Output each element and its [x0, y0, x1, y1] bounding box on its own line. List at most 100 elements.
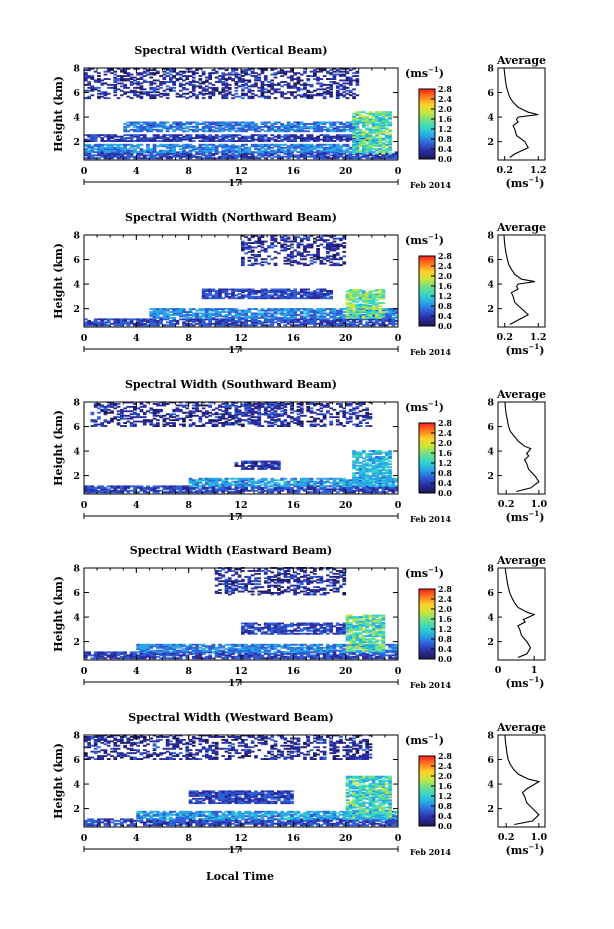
heatmap-cell [146, 486, 150, 489]
heatmap-cell [244, 248, 248, 250]
heatmap-cell [201, 135, 206, 138]
heatmap-cell [293, 154, 297, 157]
heatmap-cell [290, 146, 294, 149]
heatmap-cell [283, 138, 288, 141]
heatmap-cell [381, 297, 386, 300]
heatmap-cell [348, 303, 353, 306]
heatmap-cell [162, 488, 167, 491]
heatmap-cell [316, 135, 320, 138]
heatmap-cell [120, 78, 124, 80]
heatmap-cell [362, 485, 366, 488]
heatmap-cell [348, 82, 353, 85]
heatmap-cell [388, 322, 392, 325]
heatmap-cell [316, 485, 320, 488]
heatmap-cell [159, 311, 163, 313]
heatmap-cell [129, 321, 134, 324]
heatmap-cell [303, 234, 307, 237]
heatmap-cell [306, 309, 311, 312]
heatmap-cell [110, 489, 114, 492]
heatmap-cell [263, 152, 268, 155]
heatmap-cell [332, 240, 337, 243]
heatmap-cell [152, 315, 157, 318]
heatmap-cell [139, 319, 144, 322]
heatmap-cell [231, 315, 235, 318]
profile-line [503, 234, 535, 325]
heatmap-cell [293, 255, 297, 258]
heatmap-cell [244, 128, 248, 131]
heatmap-cell [348, 293, 353, 296]
heatmap-cell [241, 135, 245, 138]
heatmap-cell [172, 318, 176, 321]
panel-2: Spectral Width (Northward Beam)0 4 8 12 16 20… [52, 211, 547, 357]
heatmap-cell [198, 488, 203, 491]
heatmap-cell [182, 309, 186, 312]
heatmap-cell [352, 314, 356, 316]
heatmap-cell [152, 91, 157, 94]
heatmap-cell [348, 83, 353, 86]
heatmap-cell [254, 72, 258, 75]
heatmap-cell [208, 292, 212, 295]
heatmap-cell [165, 121, 170, 124]
heatmap-cell [283, 127, 288, 130]
heatmap-cell [267, 318, 271, 321]
heatmap-cell [358, 111, 363, 114]
heatmap-cell [335, 73, 340, 76]
heatmap-cell [185, 121, 190, 124]
heatmap-cell [227, 78, 232, 80]
heatmap-cell [97, 157, 101, 160]
heatmap-cell [326, 157, 330, 160]
heatmap-cell [250, 319, 255, 322]
heatmap-cell [110, 143, 114, 146]
heatmap-cell [113, 143, 118, 146]
heatmap-cell [375, 303, 379, 306]
heatmap-cell [205, 311, 209, 313]
heatmap-cell [172, 489, 176, 492]
heatmap-cell [211, 152, 216, 155]
heatmap-cell [205, 486, 209, 489]
heatmap-cell [178, 70, 183, 73]
heatmap-cell [175, 134, 180, 137]
heatmap-cell [103, 491, 108, 494]
heatmap-cell [221, 75, 226, 77]
heatmap-cell [270, 488, 275, 491]
heatmap-cell [178, 94, 183, 97]
heatmap-cell [146, 491, 150, 494]
heatmap-cell [106, 78, 111, 80]
heatmap-cell [257, 295, 262, 298]
heatmap-cell [87, 491, 91, 494]
heatmap-cell [273, 318, 278, 321]
heatmap-cell [355, 289, 360, 291]
heatmap-cell [149, 130, 154, 133]
heatmap-cell [277, 309, 281, 312]
heatmap-cell [345, 319, 350, 322]
heatmap-cell [87, 146, 91, 149]
heatmap-cell [214, 318, 219, 321]
heatmap-cell [355, 131, 360, 134]
heatmap-cell [384, 137, 389, 140]
heatmap-cell [156, 157, 160, 160]
heatmap-cell [263, 295, 268, 298]
heatmap-cell [283, 318, 288, 321]
heatmap-cell [368, 316, 373, 319]
heatmap-cell [185, 67, 190, 70]
heatmap-cell [224, 483, 229, 486]
heatmap-cell [221, 67, 226, 70]
heatmap-cell [365, 120, 369, 122]
heatmap-cell [339, 482, 343, 485]
heatmap-cell [146, 125, 150, 128]
heatmap-cell [296, 491, 301, 494]
heatmap-cell [352, 95, 356, 98]
heatmap-cell [306, 95, 311, 98]
heatmap-cell [244, 315, 248, 318]
heatmap-cell [126, 121, 131, 124]
heatmap-cell [224, 288, 229, 291]
heatmap-cell [221, 140, 226, 142]
heatmap-cell [175, 322, 180, 325]
heatmap-cell [332, 309, 337, 312]
heatmap-cell [185, 138, 190, 141]
heatmap-cell [205, 140, 209, 142]
heatmap-cell [257, 152, 262, 155]
heatmap-cell [250, 143, 255, 146]
heatmap-cell [113, 89, 118, 92]
